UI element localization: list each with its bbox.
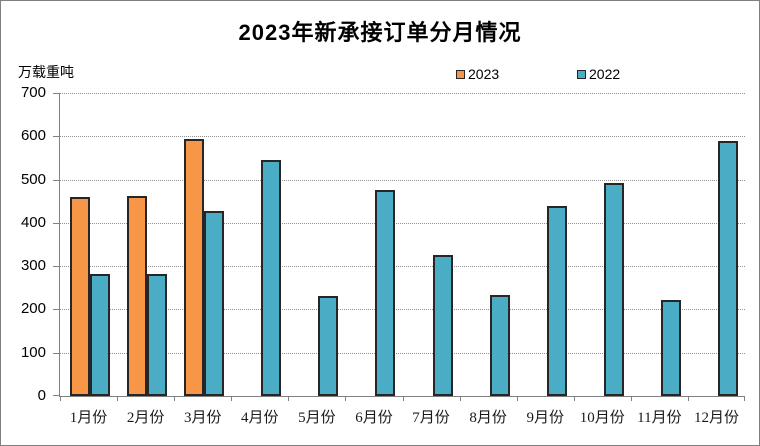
bar-2022-8月份 <box>489 295 510 396</box>
bar-2023-2月份 <box>127 196 148 396</box>
legend-swatch-2022 <box>577 69 586 79</box>
x-tick <box>744 396 745 401</box>
x-tick <box>288 396 289 401</box>
x-axis-label-1月份: 1月份 <box>69 410 108 426</box>
x-tick <box>345 396 346 401</box>
x-tick <box>403 396 404 401</box>
x-tick <box>460 396 461 401</box>
gridline-200 <box>60 309 745 311</box>
bar-2023-3月份 <box>184 139 205 396</box>
bar-2022-5月份 <box>318 296 339 396</box>
y-tick-200 <box>53 309 59 311</box>
bar-2022-4月份 <box>261 160 282 396</box>
y-axis-label-600: 600 <box>20 127 46 145</box>
bar-2022-3月份 <box>204 211 225 396</box>
x-tick <box>117 396 118 401</box>
bar-2022-11月份 <box>660 300 681 396</box>
gridline-300 <box>60 266 745 268</box>
y-axis-label-700: 700 <box>20 84 46 101</box>
y-tick-500 <box>53 179 59 181</box>
bar-2022-7月份 <box>432 255 453 396</box>
x-axis-label-7月份: 7月份 <box>412 410 450 426</box>
y-axis-label-300: 300 <box>20 257 46 275</box>
x-axis-label-2月份: 2月份 <box>126 410 165 426</box>
y-tick-400 <box>53 222 59 224</box>
bar-2022-6月份 <box>375 190 396 396</box>
bar-2022-12月份 <box>717 141 738 396</box>
bar-2022-2月份 <box>147 274 168 396</box>
legend-swatch-2023 <box>456 69 465 79</box>
y-axis-label-200: 200 <box>20 300 46 318</box>
y-tick-300 <box>53 266 59 268</box>
x-axis-label-6月份: 6月份 <box>355 410 393 426</box>
legend-label-2022: 2022 <box>589 66 621 82</box>
x-tick <box>688 396 689 401</box>
gridline-100 <box>60 352 745 354</box>
x-axis-label-11月份: 11月份 <box>637 410 682 426</box>
chart-title: 2023年新承接订单分月情况 <box>238 20 522 45</box>
y-axis-label-400: 400 <box>20 213 46 231</box>
y-tick-0 <box>53 395 59 396</box>
x-tick <box>517 396 518 401</box>
gridline-500 <box>60 179 745 181</box>
x-tick <box>60 396 61 401</box>
plot-area: 0 100 200 300 400 500 600 700 1月份 2月份 3月份 4月份 5月份 6月份… <box>21 84 745 426</box>
gridline-400 <box>60 222 745 224</box>
y-tick-700 <box>53 93 59 94</box>
x-axis-label-3月份: 3月份 <box>183 410 222 426</box>
legend-item-2022: 2022 <box>577 66 620 82</box>
bar-2022-9月份 <box>546 206 567 396</box>
y-axis-label-500: 500 <box>20 170 46 188</box>
bar-2022-1月份 <box>90 274 110 396</box>
x-tick <box>231 396 232 401</box>
x-tick <box>574 396 575 401</box>
x-axis-label-10月份: 10月份 <box>579 410 625 426</box>
legend-label-2023: 2023 <box>468 66 500 82</box>
gridline-700 <box>60 93 745 94</box>
x-axis-label-9月份: 9月份 <box>526 410 564 426</box>
bar-2022-10月份 <box>603 183 624 396</box>
bar-2023-1月份 <box>70 197 90 396</box>
y-axis-unit-label: 万载重吨 <box>18 64 74 80</box>
x-axis-label-4月份: 4月份 <box>241 410 279 426</box>
y-tick-100 <box>53 352 59 354</box>
x-tick <box>631 396 632 401</box>
y-tick-600 <box>53 136 59 138</box>
x-axis-label-8月份: 8月份 <box>469 410 507 426</box>
y-axis-label-0: 0 <box>37 387 46 404</box>
y-axis-label-100: 100 <box>20 343 46 361</box>
gridline-600 <box>60 136 745 138</box>
x-axis-label-12月份: 12月份 <box>693 410 739 426</box>
legend-item-2023: 2023 <box>456 66 499 82</box>
x-tick <box>174 396 175 401</box>
x-axis-label-5月份: 5月份 <box>298 410 336 426</box>
